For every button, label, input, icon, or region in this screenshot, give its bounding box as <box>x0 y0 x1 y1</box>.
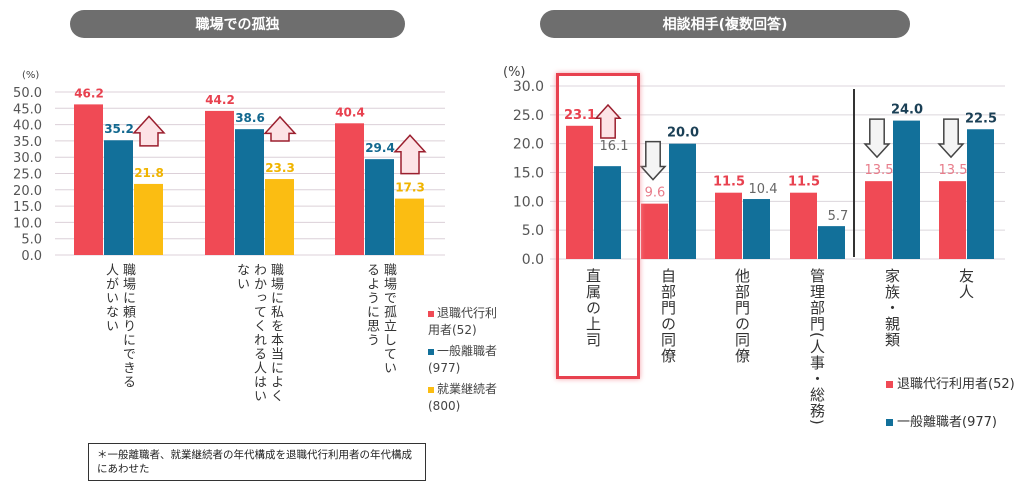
y-tick-label: 15.0 <box>13 200 42 215</box>
x-category-label: 職場に私を本当によくわかってくれる人はいない <box>234 263 283 403</box>
y-tick-label: 30.0 <box>13 151 42 166</box>
y-tick-label: 5.0 <box>522 223 544 239</box>
y-tick-label: 25.0 <box>513 108 544 124</box>
data-label: 9.6 <box>645 186 666 201</box>
data-label: 5.7 <box>828 209 849 224</box>
y-tick-label: 20.0 <box>513 137 544 153</box>
bar <box>641 203 668 259</box>
bar <box>669 143 696 259</box>
data-label: 11.5 <box>713 175 745 190</box>
y-tick-label: 0.0 <box>21 249 42 264</box>
bar <box>235 129 264 255</box>
legend-label: 退職代行利用者(52) <box>897 377 1015 392</box>
chart2-legend-item: 退職代行利用者(52) <box>886 373 1015 392</box>
bar <box>365 159 394 255</box>
chart1-title: 職場での孤独 <box>70 10 405 38</box>
y-tick-label: 40.0 <box>13 119 42 134</box>
up-arrow-icon <box>263 115 297 142</box>
x-category-label: 直属の上司 <box>584 268 602 348</box>
chart2-title: 相談相手(複数回答) <box>540 10 910 38</box>
footnote: ＊一般離職者、就業継続者の年代構成を退職代行利用者の年代構成にあわせた <box>88 443 426 481</box>
bar <box>743 199 770 259</box>
legend-item: 退職代行利用者(52) <box>428 305 508 339</box>
bar <box>74 104 103 255</box>
data-label: 23.1 <box>564 108 596 123</box>
bar <box>939 181 966 259</box>
down-arrow-icon <box>937 118 965 159</box>
up-arrow-icon <box>393 134 427 175</box>
data-label: 35.2 <box>104 122 134 136</box>
bar <box>335 123 364 256</box>
bar <box>104 140 133 255</box>
down-arrow-icon <box>639 140 667 181</box>
data-label: 44.2 <box>205 93 235 107</box>
y-tick-label: 35.0 <box>13 135 42 150</box>
x-category-label: 職場に頼りにできる人がいない <box>103 263 135 389</box>
bar <box>134 183 163 255</box>
bar <box>893 120 920 259</box>
y-tick-label: 50.0 <box>13 86 42 101</box>
bar <box>265 179 294 255</box>
y-tick-label: 45.0 <box>13 102 42 117</box>
y-tick-label: 10.0 <box>513 194 544 210</box>
bar <box>818 226 845 259</box>
data-label: 22.5 <box>965 111 997 126</box>
y-tick-label: 5.0 <box>21 233 42 248</box>
data-label: 24.0 <box>891 103 923 118</box>
data-label: 29.4 <box>365 141 395 155</box>
highlight-box <box>556 73 640 379</box>
bar <box>790 192 817 259</box>
legend-label: 一般離職者(977) <box>897 415 997 430</box>
legend-label: 退職代行利用者(52) <box>428 306 498 337</box>
data-label: 10.4 <box>749 182 778 197</box>
x-category-label: 自部門の同僚 <box>659 268 677 364</box>
bar <box>566 125 593 259</box>
x-category-label: 職場で孤立しているように思う <box>364 263 396 375</box>
legend-label: 就業継続者(800) <box>428 382 498 413</box>
y-tick-label: 15.0 <box>513 166 544 182</box>
data-label: 40.4 <box>335 105 365 119</box>
data-label: 23.3 <box>265 161 295 175</box>
y-axis-unit: (%) <box>22 70 39 81</box>
y-axis-unit: (%) <box>503 65 526 80</box>
data-label: 46.2 <box>74 86 104 100</box>
legend-item: 一般離職者(977) <box>428 343 508 377</box>
legend-item: 就業継続者(800) <box>428 381 508 415</box>
x-category-label: 家族・親類 <box>883 268 901 348</box>
data-label: 17.3 <box>395 181 425 195</box>
x-category-label: 管理部門(人事・総務) <box>808 268 826 426</box>
up-arrow-icon <box>594 103 622 139</box>
data-label: 21.8 <box>134 166 164 180</box>
bar <box>865 181 892 259</box>
y-tick-label: 25.0 <box>13 168 42 183</box>
bar <box>205 110 234 256</box>
up-arrow-icon <box>132 115 166 147</box>
y-tick-label: 30.0 <box>513 79 544 95</box>
data-label: 16.1 <box>600 139 629 154</box>
bar <box>715 192 742 259</box>
bar <box>967 129 994 259</box>
data-label: 11.5 <box>788 175 820 190</box>
bar <box>395 198 424 255</box>
bar <box>594 166 621 259</box>
y-tick-label: 10.0 <box>13 216 42 231</box>
chart1-legend: 退職代行利用者(52) 一般離職者(977) 就業継続者(800) <box>428 305 508 415</box>
x-category-label: 友人 <box>957 268 975 300</box>
y-tick-label: 0.0 <box>522 252 544 268</box>
chart2-legend-item: 一般離職者(977) <box>886 411 997 430</box>
legend-label: 一般離職者(977) <box>428 344 498 375</box>
y-tick-label: 20.0 <box>13 184 42 199</box>
data-label: 38.6 <box>235 111 265 125</box>
x-category-label: 他部門の同僚 <box>733 268 751 364</box>
data-label: 13.5 <box>939 163 968 178</box>
data-label: 13.5 <box>865 163 894 178</box>
down-arrow-icon <box>863 118 891 159</box>
data-label: 20.0 <box>667 126 699 141</box>
